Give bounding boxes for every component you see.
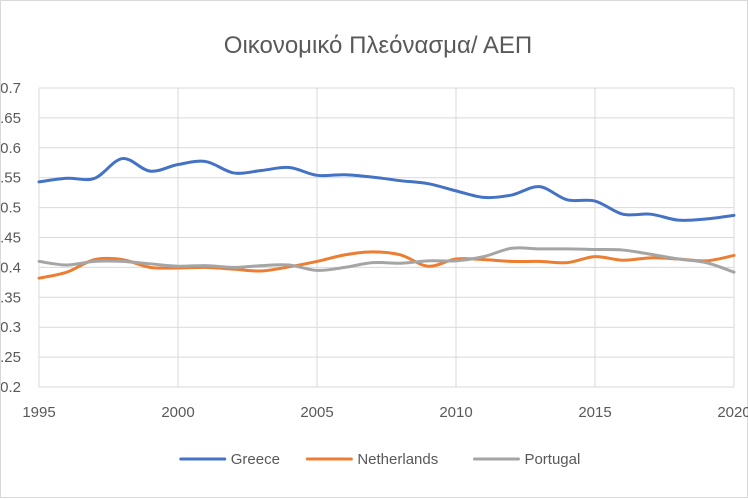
y-tick-label: 0.3 bbox=[1, 319, 21, 336]
gridlines bbox=[38, 87, 735, 388]
y-axis-ticks: 0.2 0.25 0.3 0.35 0.4 0.45 0.5 0.55 0.6 0.65 0.7 bbox=[1, 80, 21, 396]
y-tick-label: 0.45 bbox=[1, 230, 21, 247]
y-tick-label: 0.4 bbox=[1, 259, 21, 276]
series-line-netherlands bbox=[37, 250, 736, 280]
x-tick-label: 2020 bbox=[717, 404, 748, 421]
y-tick-label: 0.65 bbox=[1, 110, 21, 127]
legend-label-greece: Greece bbox=[231, 451, 280, 468]
x-tick-label: 2005 bbox=[300, 404, 333, 421]
chart-title: Οικονομικό Πλεόνασμα/ ΑΕΠ bbox=[224, 32, 532, 59]
y-tick-label: 0.35 bbox=[1, 289, 21, 306]
x-tick-label: 2010 bbox=[439, 404, 472, 421]
series-line-greece bbox=[37, 157, 736, 222]
y-tick-label: 0.25 bbox=[1, 349, 21, 366]
y-tick-label: 0.2 bbox=[1, 379, 21, 396]
legend-label-netherlands: Netherlands bbox=[357, 451, 438, 468]
x-tick-label: 1995 bbox=[22, 404, 55, 421]
x-tick-label: 2015 bbox=[578, 404, 611, 421]
y-tick-label: 0.7 bbox=[1, 80, 21, 97]
legend: Greece Netherlands Portugal bbox=[179, 451, 580, 468]
legend-label-portugal: Portugal bbox=[524, 451, 580, 468]
x-tick-label: 2000 bbox=[161, 404, 194, 421]
x-axis-ticks: 1995 2000 2005 2010 2015 2020 bbox=[22, 404, 748, 421]
series-lines bbox=[37, 157, 736, 280]
y-tick-label: 0.5 bbox=[1, 200, 21, 217]
y-tick-label: 0.55 bbox=[1, 170, 21, 187]
series-line-portugal bbox=[37, 246, 736, 274]
y-tick-label: 0.6 bbox=[1, 140, 21, 157]
